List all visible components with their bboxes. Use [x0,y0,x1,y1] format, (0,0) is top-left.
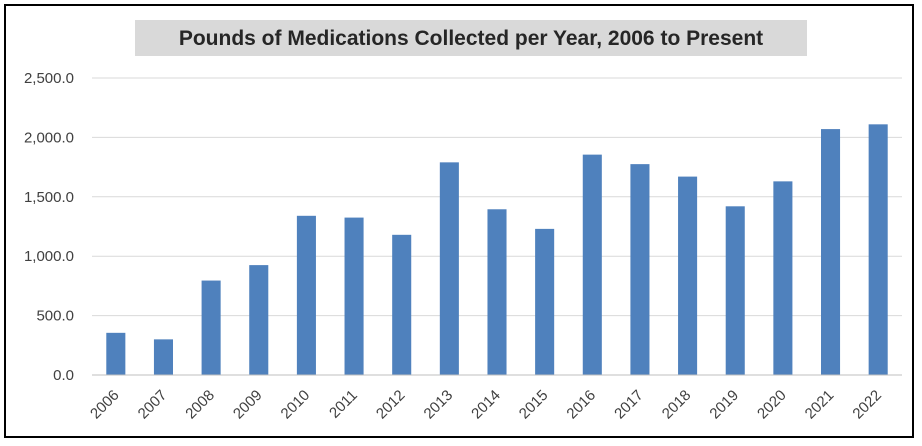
x-tick-label: 2013 [421,387,457,423]
bar-2008 [201,280,221,375]
y-axis-tick-labels: 0.0 500.0 1,000.0 1,500.0 2,000.0 2,500.0 [24,70,74,384]
bar-2021 [821,129,841,375]
x-tick-label: 2020 [754,387,790,423]
bar-2014 [487,209,507,375]
bar-2009 [249,265,269,375]
y-tick-label: 500.0 [36,308,74,325]
bar-2012 [392,234,412,375]
bars [106,124,888,375]
bar-2020 [773,181,793,375]
y-tick-label: 1,000.0 [24,248,74,265]
x-tick-label: 2011 [326,387,361,422]
chart-title: Pounds of Medications Collected per Year… [179,27,763,50]
x-tick-label: 2010 [278,387,314,423]
x-tick-label: 2007 [135,387,171,423]
chart-title-background [135,20,807,56]
y-tick-label: 2,000.0 [24,129,74,146]
x-tick-label: 2018 [659,387,695,423]
x-tick-label: 2021 [802,387,838,423]
x-tick-label: 2012 [373,387,409,423]
y-tick-label: 2,500.0 [24,70,74,87]
bar-2010 [296,215,316,375]
y-tick-label: 1,500.0 [24,189,74,206]
x-tick-label: 2015 [516,387,552,423]
x-tick-label: 2022 [849,387,885,423]
x-tick-label: 2016 [564,387,600,423]
x-axis-tick-labels: 2006 2007 2008 2009 2010 2011 2012 2013 2014 2015… [87,387,885,423]
x-tick-label: 2008 [182,387,218,423]
x-tick-label: 2017 [611,387,647,423]
bar-2022 [868,124,888,375]
bar-2007 [153,339,173,375]
x-tick-label: 2006 [87,387,123,423]
x-tick-label: 2019 [706,387,742,423]
bar-2011 [344,217,364,375]
x-tick-label: 2009 [230,387,266,423]
bar-2018 [678,176,698,375]
bar-2013 [439,162,459,375]
x-tick-label: 2014 [468,387,504,423]
y-tick-label: 0.0 [53,367,74,384]
bar-2016 [582,154,602,375]
bar-2015 [535,228,555,375]
bar-2006 [106,332,126,375]
bar-2019 [725,206,745,375]
bar-2017 [630,164,650,375]
